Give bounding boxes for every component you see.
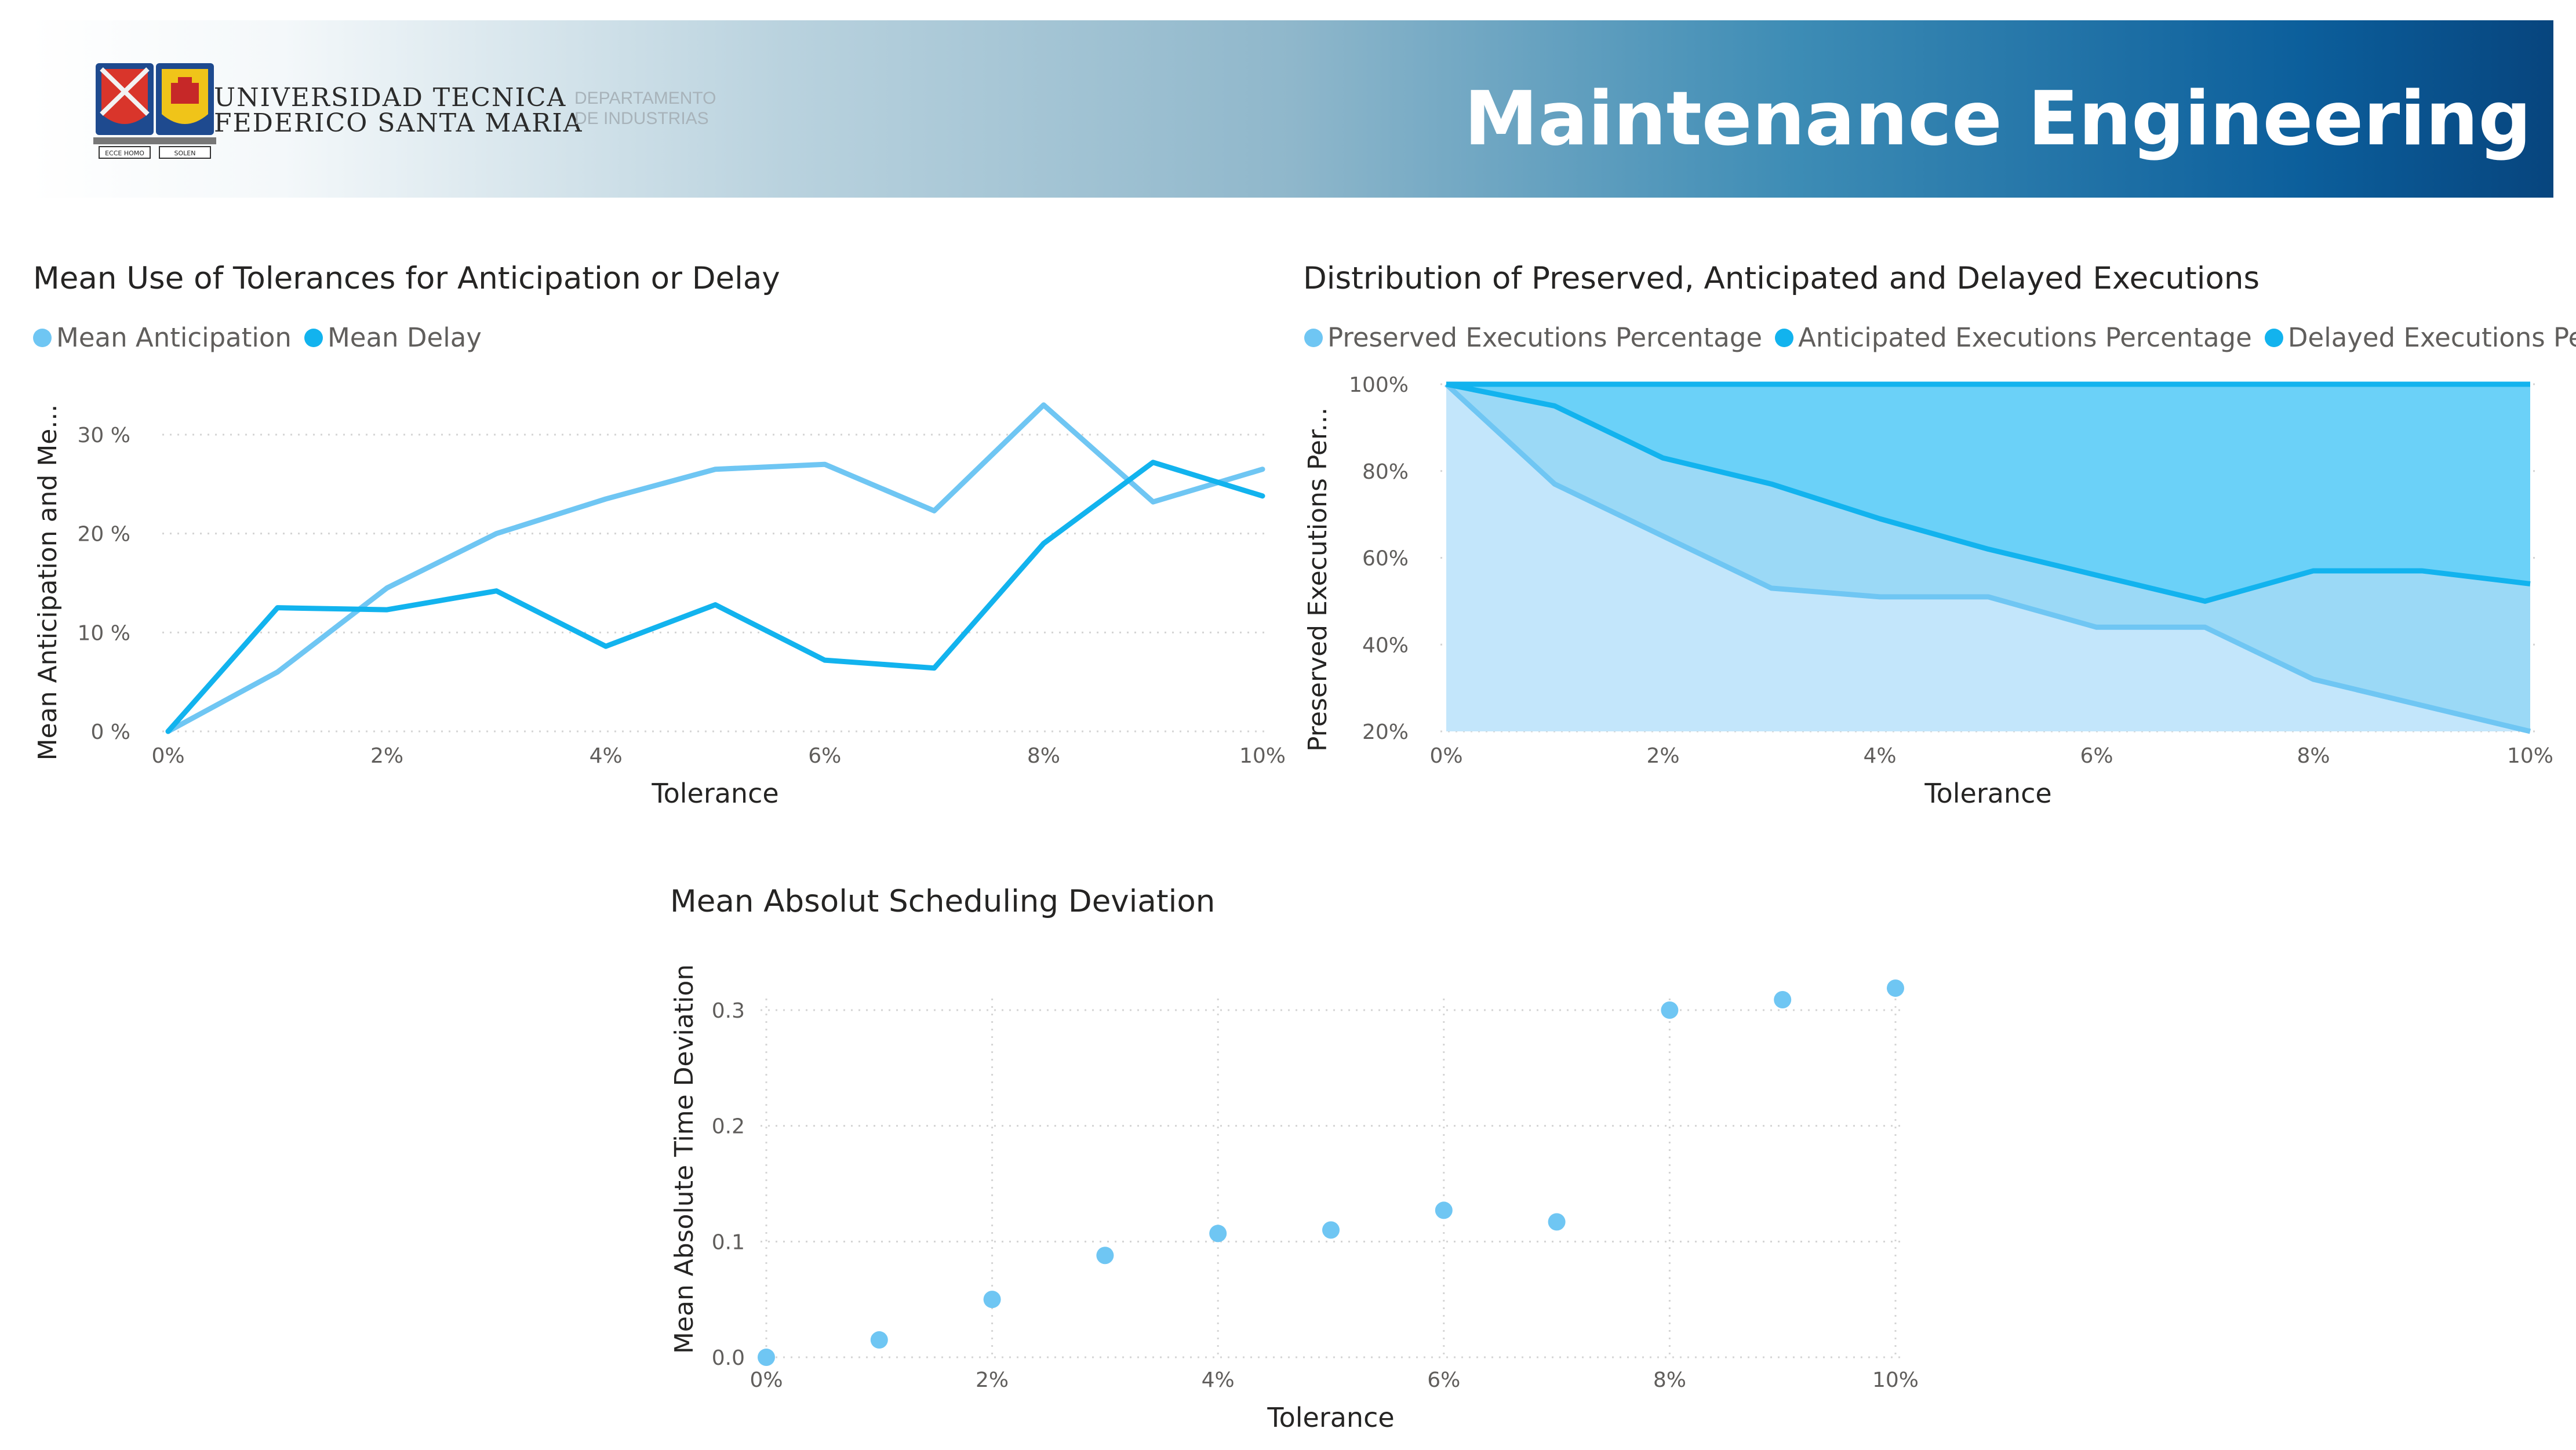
chart2-xtick-label: 8% [2297,744,2330,768]
scatter-point [1661,1001,1679,1019]
legend-label-delayed: Delayed Executions Percenta... [2287,322,2576,353]
chart1-yaxis-label: Mean Anticipation and Me... [33,405,63,761]
legend-dot-mean-anticipation [33,328,52,347]
chart3-xtick-label: 6% [1427,1368,1460,1392]
legend-item-mean-delay[interactable]: Mean Delay [304,322,482,353]
department-name-line1: DEPARTAMENTO [574,89,716,108]
chart3-xtick-label: 10% [1872,1368,1919,1392]
chart1-xtick-label: 4% [590,744,623,768]
chart2-title: Distribution of Preserved, Anticipated a… [1303,261,2260,296]
chart1-ytick-label: 20 % [78,523,130,547]
legend-item-preserved[interactable]: Preserved Executions Percentage [1304,322,1762,353]
chart1-ytick-label: 0 % [90,720,130,744]
chart2-ytick-label: 20% [1362,720,1409,744]
legend-item-delayed[interactable]: Delayed Executions Percenta... [2264,322,2576,353]
legend-item-mean-anticipation[interactable]: Mean Anticipation [33,322,292,353]
scatter-point [1322,1221,1340,1239]
scatter-point [1887,979,1904,997]
chart3-title: Mean Absolut Scheduling Deviation [670,884,1216,919]
scatter-point [983,1291,1001,1309]
chart1-ytick-label: 30 % [78,424,130,447]
university-name-line2: FEDERICO SANTA MARIA [214,108,583,138]
chart3-xtick-label: 0% [749,1368,783,1392]
scatter-point [1096,1247,1114,1265]
chart2-xtick-label: 0% [1429,744,1462,768]
chart1-xtick-label: 0% [151,744,184,768]
legend-dot-mean-delay [304,328,323,347]
chart2-yaxis-label: Preserved Executions Per... [1303,407,1333,752]
chart2-xaxis-label: Tolerance [1924,778,2051,809]
chart1-xtick-label: 8% [1027,744,1060,768]
legend-dot-anticipated [1775,328,1794,347]
crest-motto-left: ECCE HOMO [105,150,144,157]
chart3-xtick-label: 2% [976,1368,1009,1392]
chart2-xtick-label: 4% [1863,744,1896,768]
chart1-xtick-label: 6% [808,744,841,768]
scatter-point [870,1331,888,1349]
chart3-xtick-label: 8% [1653,1368,1686,1392]
legend-label-mean-delay: Mean Delay [327,322,482,353]
chart3-xtick-label: 4% [1202,1368,1235,1392]
chart1-ytick-label: 10 % [78,621,130,645]
mean-anticipation-line [165,402,1265,734]
scatter-point [1548,1213,1566,1231]
chart3-yaxis-label: Mean Absolute Time Deviation [670,964,699,1354]
delayed-area [1446,384,2530,602]
chart2-legend[interactable]: Preserved Executions Percentage Anticipa… [1304,322,2576,353]
chart2-xtick-label: 6% [2080,744,2113,768]
chart2-ytick-label: 100% [1349,373,1409,397]
chart3-ytick-label: 0.3 [712,999,745,1023]
chart2-xtick-label: 2% [1646,744,1679,768]
chart3-ytick-label: 0.0 [712,1346,745,1370]
chart2-ytick-label: 80% [1362,460,1409,484]
header-banner: ECCE HOMO SOLEN UNIVERSIDAD TECNICA FEDE… [30,20,2553,198]
scatter-point [758,1349,775,1366]
scatter-point [1774,991,1792,1009]
preserved-area [1446,384,2530,731]
preserved-line [1444,382,2531,734]
scatter-point [1435,1201,1453,1219]
mean-delay-line [165,460,1265,734]
legend-item-anticipated[interactable]: Anticipated Executions Percentage [1775,322,2252,353]
university-name-line1: UNIVERSIDAD TECNICA [214,83,567,112]
anticipated-line [1446,381,2531,604]
legend-label-anticipated: Anticipated Executions Percentage [1798,322,2252,353]
chart1-xtick-label: 2% [370,744,403,768]
chart1-xaxis-label: Tolerance [651,778,778,809]
chart2-ytick-label: 40% [1362,633,1409,657]
chart1-title: Mean Use of Tolerances for Anticipation … [33,261,780,296]
scatter-point [1209,1225,1227,1243]
legend-label-mean-anticipation: Mean Anticipation [56,322,292,353]
chart2-ytick-label: 60% [1362,547,1409,571]
page-title: Maintenance Engineering [1464,76,2531,162]
chart3-ytick-label: 0.1 [712,1230,745,1254]
crest-motto-right: SOLEN [174,150,196,157]
chart2-xtick-label: 10% [2507,744,2553,768]
legend-label-preserved: Preserved Executions Percentage [1327,322,1763,353]
legend-dot-delayed [2264,328,2283,347]
chart3-ytick-label: 0.2 [712,1115,745,1139]
university-crest-logo: ECCE HOMO SOLEN [93,63,216,159]
chart1-legend[interactable]: Mean Anticipation Mean Delay [33,322,494,353]
chart1-xtick-label: 10% [1239,744,1286,768]
department-name-line2: DE INDUSTRIAS [574,109,709,128]
legend-dot-preserved [1304,328,1323,347]
chart3-xaxis-label: Tolerance [1267,1402,1394,1433]
